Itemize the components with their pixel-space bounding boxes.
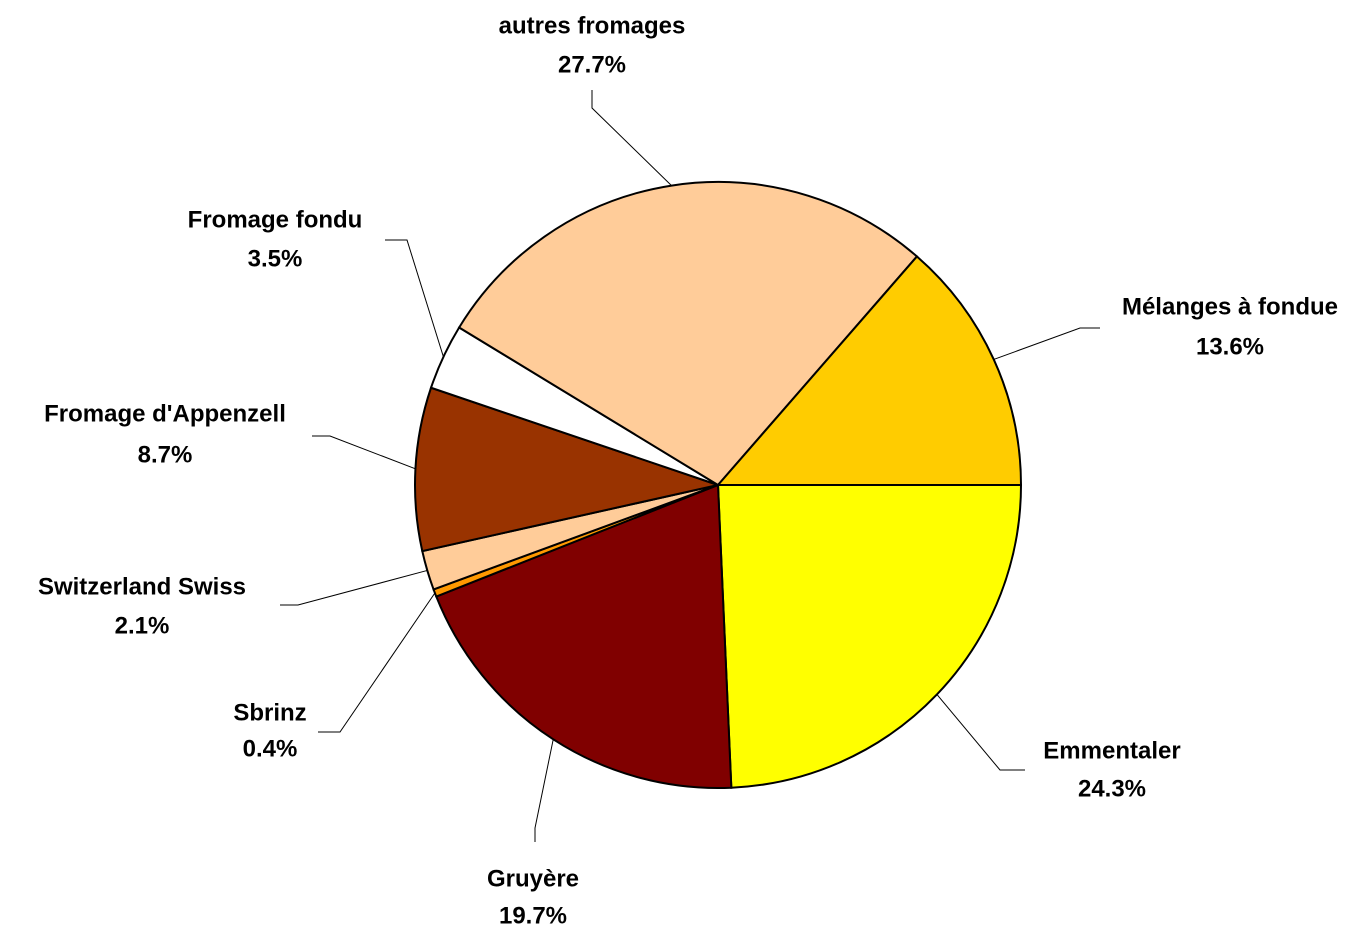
- pie-slice: [457, 181, 919, 487]
- pie-slice: [434, 483, 733, 789]
- value-label: 3.5%: [248, 245, 303, 272]
- value-label: 8.7%: [138, 441, 193, 468]
- value-label: 13.6%: [1196, 333, 1264, 360]
- leader-line: [318, 592, 436, 733]
- value-label: 0.4%: [243, 735, 298, 762]
- slice-label: Gruyère: [487, 865, 579, 892]
- slice-label: autres fromages: [499, 12, 686, 39]
- value-label: 24.3%: [1078, 775, 1146, 802]
- pie-slice: [716, 484, 1023, 789]
- slice-label: Emmentaler: [1043, 737, 1180, 764]
- slice-label: Mélanges à fondue: [1122, 293, 1338, 320]
- leader-line: [993, 327, 1100, 360]
- leader-line: [534, 739, 554, 842]
- value-label: 27.7%: [558, 51, 626, 78]
- leader-line: [591, 90, 672, 186]
- leader-line: [936, 694, 1025, 771]
- pie-slice: [715, 255, 1023, 486]
- slice-label: Fromage d'Appenzell: [44, 400, 286, 427]
- value-label: 19.7%: [499, 902, 567, 929]
- leader-line: [385, 239, 444, 357]
- slice-label: Fromage fondu: [188, 206, 363, 233]
- slice-label: Sbrinz: [233, 699, 306, 726]
- leader-line: [312, 435, 416, 470]
- leader-line: [280, 569, 428, 606]
- slice-label: Switzerland Swiss: [38, 573, 246, 600]
- value-label: 2.1%: [115, 612, 170, 639]
